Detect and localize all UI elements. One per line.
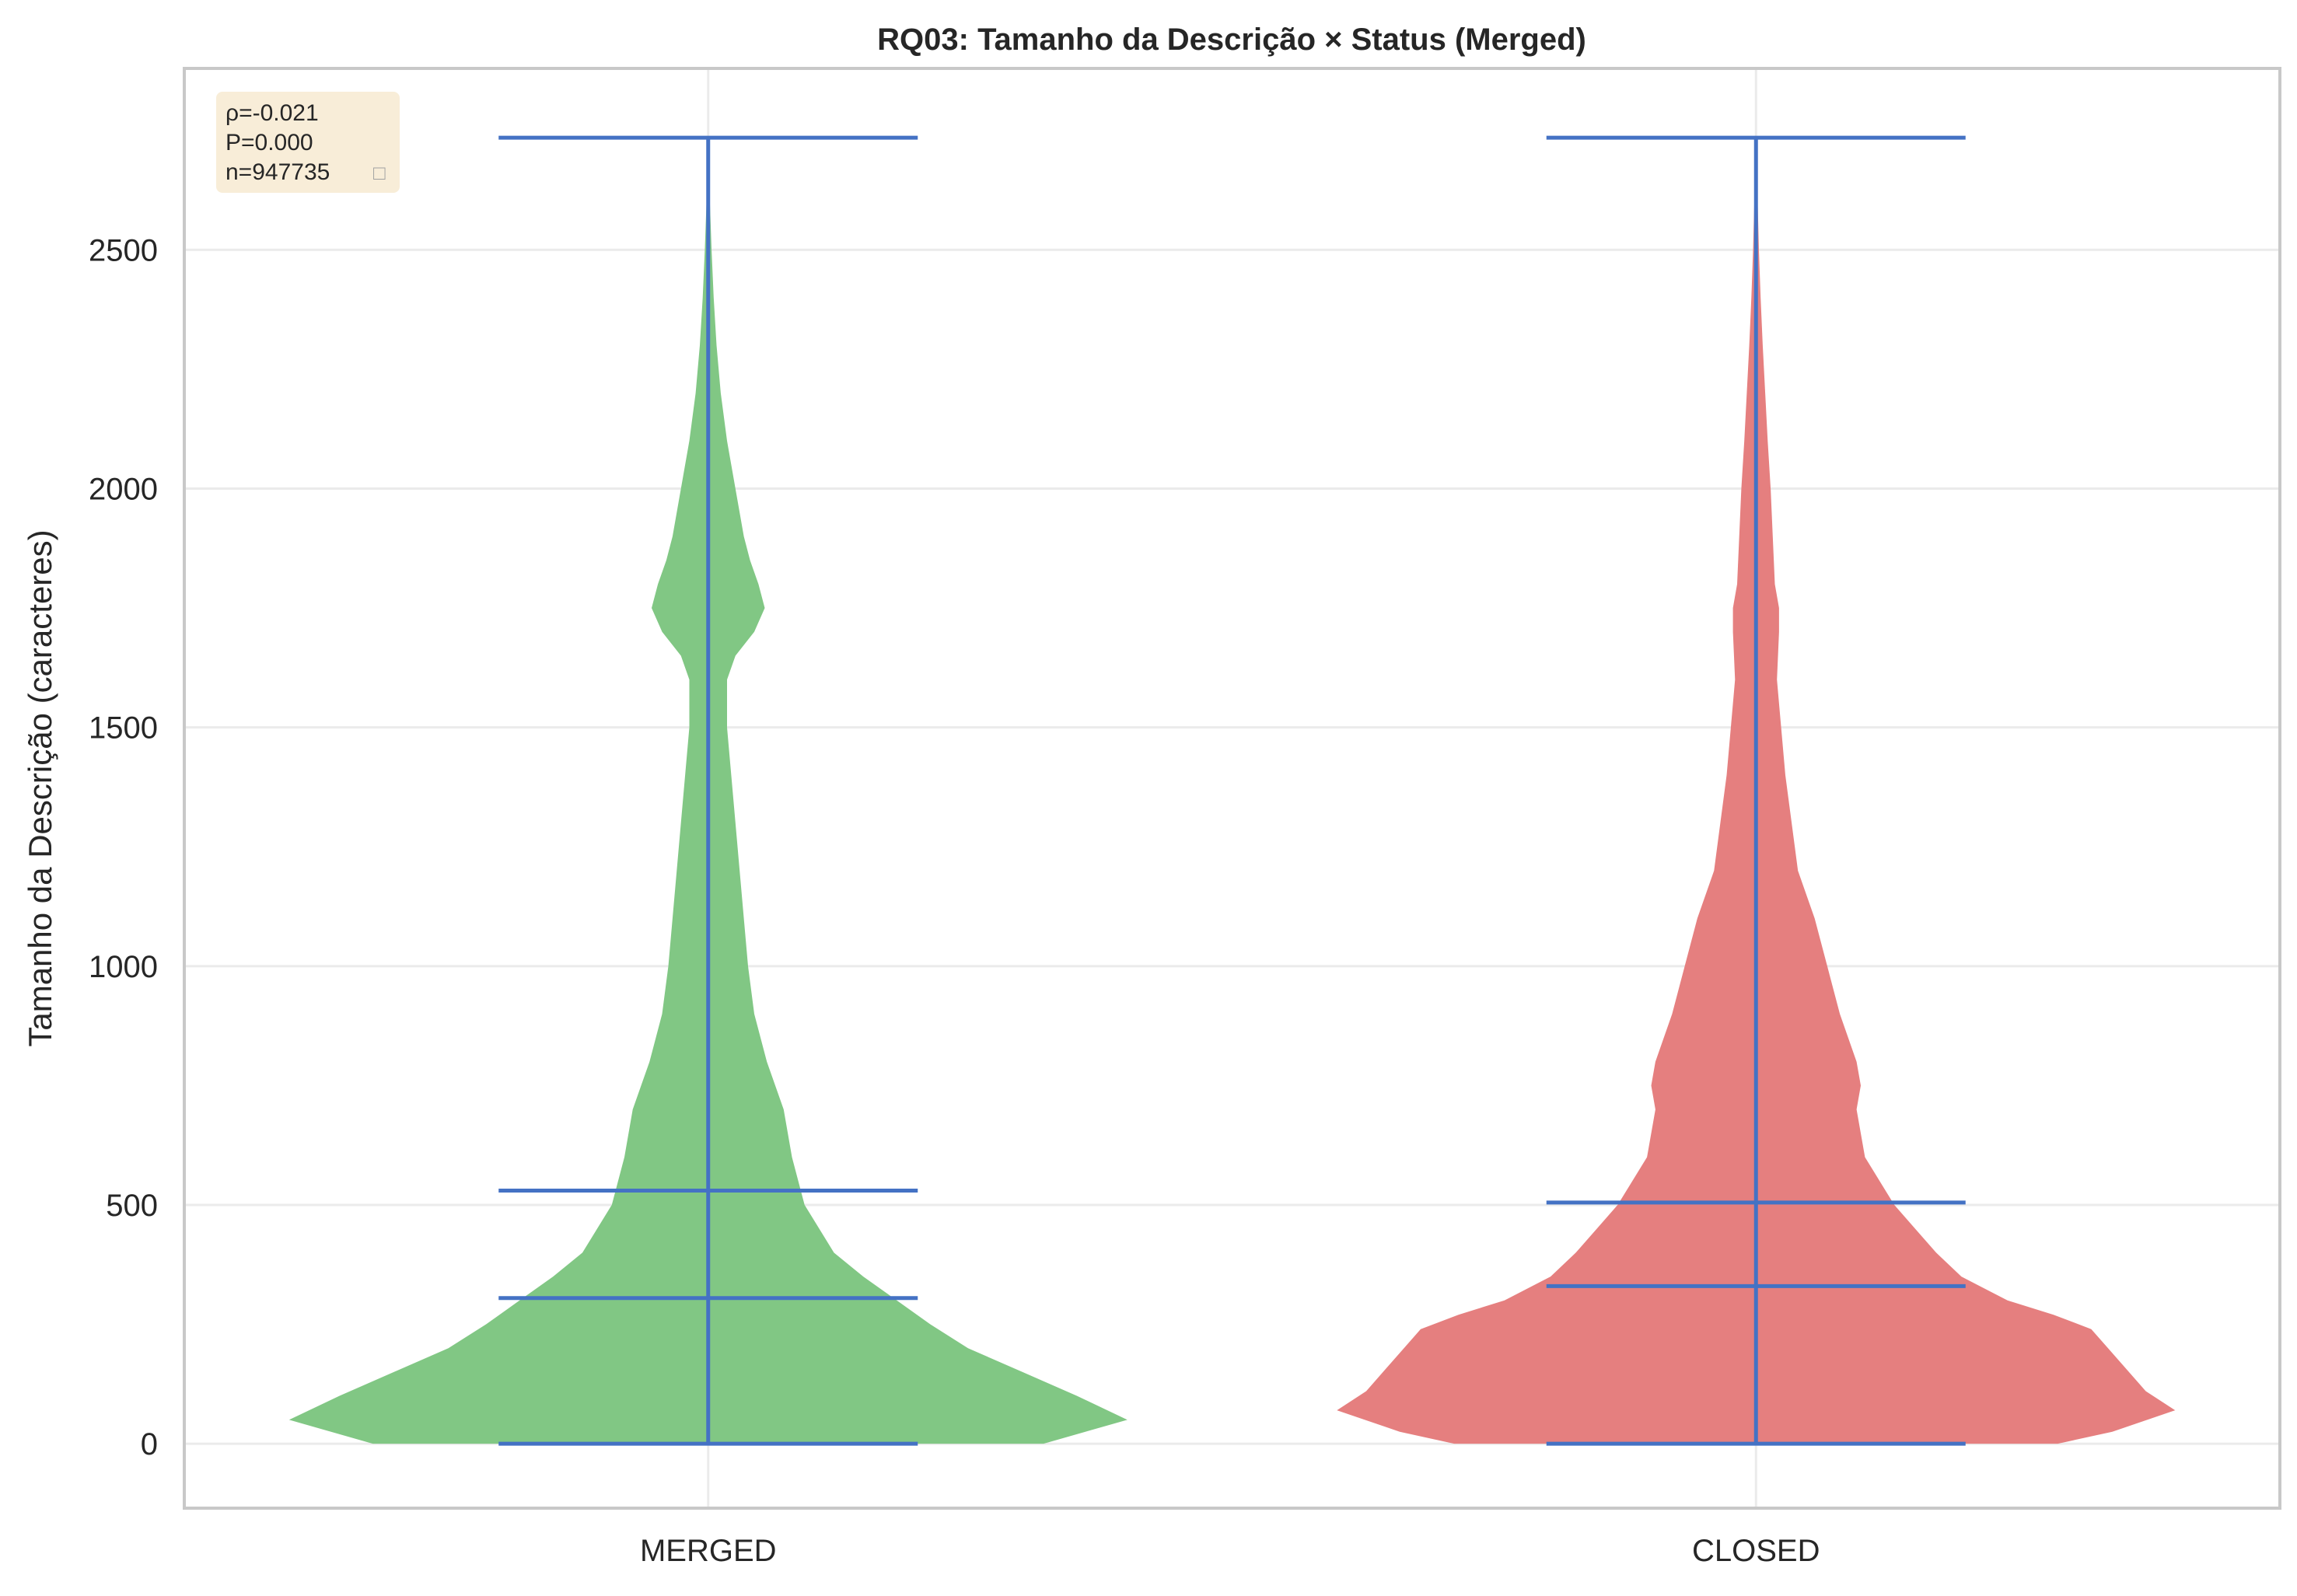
plot-frame	[183, 67, 2281, 1510]
chart-title: RQ03: Tamanho da Descrição × Status (Mer…	[877, 23, 1586, 57]
y-tick-labels: 0 500 1000 1500 2000 2500	[89, 233, 158, 1462]
y-tick-label: 0	[141, 1427, 158, 1462]
y-tick-label: 2000	[89, 473, 158, 507]
stats-rho: ρ=-0.021	[226, 100, 319, 126]
y-axis-label: Tamanho da Descrição (caracteres)	[22, 529, 58, 1046]
x-tick-labels: MERGED CLOSED	[640, 1534, 1820, 1568]
y-tick-label: 2500	[89, 233, 158, 267]
stats-box: ρ=-0.021 P=0.000 n=947735 □	[216, 92, 400, 193]
stats-p-value: P=0.000	[226, 130, 313, 155]
stats-box-background	[216, 92, 400, 193]
y-tick-label: 1000	[89, 950, 158, 984]
y-tick-label: 500	[106, 1189, 158, 1223]
x-tick-label: MERGED	[640, 1534, 777, 1568]
stats-n: n=947735	[226, 159, 330, 185]
missing-glyph-icon: □	[373, 161, 386, 184]
violins	[288, 138, 2176, 1444]
x-tick-label: CLOSED	[1692, 1534, 1820, 1568]
y-tick-label: 1500	[89, 711, 158, 746]
stat-lines	[498, 135, 1966, 1446]
